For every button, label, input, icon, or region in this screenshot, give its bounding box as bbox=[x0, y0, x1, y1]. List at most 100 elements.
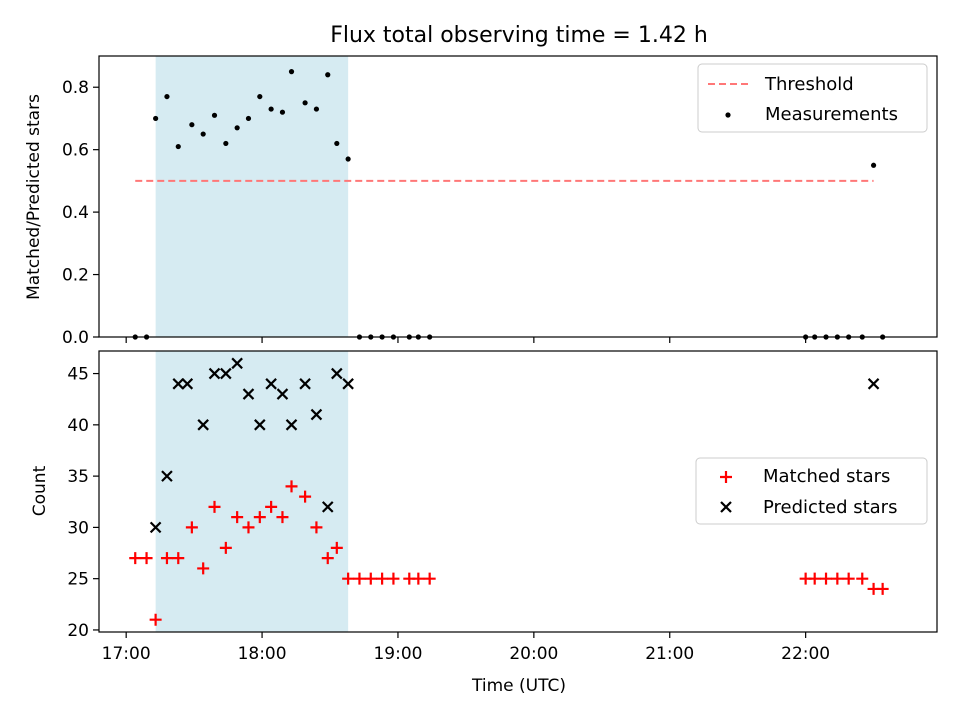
bottom-x-axis: 17:00 18:00 19:00 20:00 21:00 22:00 bbox=[102, 632, 830, 664]
measurement-point bbox=[257, 93, 263, 100]
matched-star-point bbox=[412, 572, 425, 585]
matched-star-point bbox=[265, 500, 278, 513]
measurement-point bbox=[288, 69, 295, 75]
matched-star-point bbox=[299, 490, 312, 503]
predicted-star-point bbox=[867, 378, 880, 390]
matched-star-point bbox=[856, 572, 869, 585]
matched-star-point bbox=[185, 521, 198, 534]
measurement-point bbox=[268, 106, 274, 112]
predicted-stars-series bbox=[149, 357, 880, 534]
top-y-tick-label: 0.2 bbox=[62, 266, 89, 286]
matched-star-point bbox=[129, 552, 142, 565]
bottom-axes-frame bbox=[98, 350, 938, 633]
top-y-tick-label: 0.4 bbox=[62, 203, 89, 223]
measurement-point bbox=[175, 143, 181, 150]
bottom-x-tick-label: 20:00 bbox=[509, 644, 558, 664]
matched-star-point bbox=[376, 572, 389, 585]
top-x-axis-ticks bbox=[125, 337, 807, 343]
matched-star-point bbox=[876, 582, 889, 595]
predicted-star-point bbox=[220, 367, 232, 380]
matched-star-point bbox=[208, 500, 221, 513]
measurement-point bbox=[245, 115, 252, 122]
top-y-axis-label: Matched/Predicted stars bbox=[24, 94, 44, 300]
measurement-point bbox=[279, 109, 286, 115]
bottom-x-tick-label: 18:00 bbox=[238, 644, 287, 664]
predicted-star-point bbox=[265, 378, 277, 390]
predicted-star-point bbox=[242, 388, 255, 400]
measurement-point bbox=[211, 112, 218, 118]
predicted-star-point bbox=[254, 419, 266, 431]
bottom-panel: 20 25 30 35 40 45 17:00 18:00 19:00 20:00 21:00 22… bbox=[30, 350, 938, 696]
measurement-point bbox=[334, 140, 340, 147]
top-y-tick-label: 0.6 bbox=[62, 141, 89, 161]
matched-star-point bbox=[310, 521, 323, 534]
top-legend: Threshold Measurements bbox=[697, 63, 928, 133]
legend-matched-swatch bbox=[720, 471, 732, 483]
bottom-y-tick-label: 35 bbox=[67, 467, 89, 487]
predicted-star-point bbox=[181, 378, 194, 390]
legend-measurements-swatch bbox=[725, 112, 731, 118]
bottom-y-tick-label: 25 bbox=[67, 570, 89, 590]
measurement-point bbox=[345, 156, 351, 162]
predicted-star-point bbox=[208, 367, 221, 380]
top-y-tick-label: 0.8 bbox=[62, 78, 89, 98]
predicted-star-point bbox=[299, 378, 311, 390]
measurement-point bbox=[223, 140, 229, 147]
predicted-star-point bbox=[342, 378, 354, 390]
predicted-star-point bbox=[285, 419, 298, 431]
measurement-point bbox=[325, 72, 331, 78]
bottom-x-axis-label: Time (UTC) bbox=[471, 676, 566, 696]
legend-measurements-label: Measurements bbox=[765, 104, 898, 125]
top-legend-box bbox=[697, 63, 928, 133]
bottom-y-tick-label: 40 bbox=[67, 416, 89, 436]
measurement-point bbox=[200, 131, 206, 137]
predicted-star-point bbox=[161, 470, 173, 482]
bottom-x-tick-label: 19:00 bbox=[373, 644, 422, 664]
bottom-legend-box bbox=[695, 457, 928, 525]
measurement-point bbox=[313, 106, 320, 112]
bottom-legend: Matched stars Predicted stars bbox=[695, 457, 928, 525]
matched-star-point bbox=[321, 552, 334, 565]
top-y-axis: 0.0 0.2 0.4 0.6 0.8 bbox=[62, 78, 99, 348]
bottom-highlight-span bbox=[155, 351, 349, 632]
bottom-y-tick-label: 20 bbox=[67, 621, 89, 641]
bottom-x-tick-label: 17:00 bbox=[102, 644, 151, 664]
top-y-tick-label: 0.0 bbox=[62, 328, 89, 348]
bottom-y-axis-label: Count bbox=[30, 465, 50, 516]
bottom-x-tick-label: 22:00 bbox=[781, 644, 830, 664]
legend-predicted-swatch bbox=[720, 501, 732, 513]
legend-matched-label: Matched stars bbox=[763, 466, 890, 487]
measurement-point bbox=[302, 100, 308, 106]
matched-star-point bbox=[342, 572, 355, 585]
predicted-star-point bbox=[276, 388, 289, 400]
top-axes-frame bbox=[98, 55, 938, 338]
measurement-point bbox=[870, 162, 877, 168]
predicted-star-point bbox=[321, 501, 334, 513]
predicted-star-point bbox=[331, 367, 343, 380]
matched-stars-series bbox=[129, 480, 889, 626]
bottom-x-tick-label: 21:00 bbox=[645, 644, 694, 664]
matched-star-point bbox=[242, 521, 255, 534]
predicted-star-point bbox=[231, 357, 243, 370]
matched-star-point bbox=[140, 552, 153, 565]
matched-star-point bbox=[172, 552, 185, 565]
legend-predicted-label: Predicted stars bbox=[763, 497, 897, 518]
matched-star-point bbox=[285, 480, 298, 493]
top-panel: 0.00.20.40.60.8 Matched/Predicted stars … bbox=[24, 55, 938, 348]
bottom-y-tick-label: 30 bbox=[67, 518, 89, 538]
matched-star-point bbox=[423, 572, 436, 585]
measurement-point bbox=[164, 93, 170, 100]
top-highlight-span bbox=[155, 56, 349, 337]
matched-star-point bbox=[253, 511, 266, 524]
measurement-point bbox=[189, 122, 195, 128]
matched-star-point bbox=[831, 572, 844, 585]
predicted-star-point bbox=[149, 521, 162, 534]
matched-star-point bbox=[842, 572, 855, 585]
matched-star-point bbox=[149, 613, 162, 626]
measurement-point bbox=[153, 115, 159, 122]
matched-star-point bbox=[160, 552, 173, 565]
matched-star-point bbox=[820, 572, 833, 585]
matched-star-point bbox=[808, 572, 821, 585]
chart-title: Flux total observing time = 1.42 h bbox=[330, 23, 708, 48]
matched-star-point bbox=[231, 511, 244, 524]
